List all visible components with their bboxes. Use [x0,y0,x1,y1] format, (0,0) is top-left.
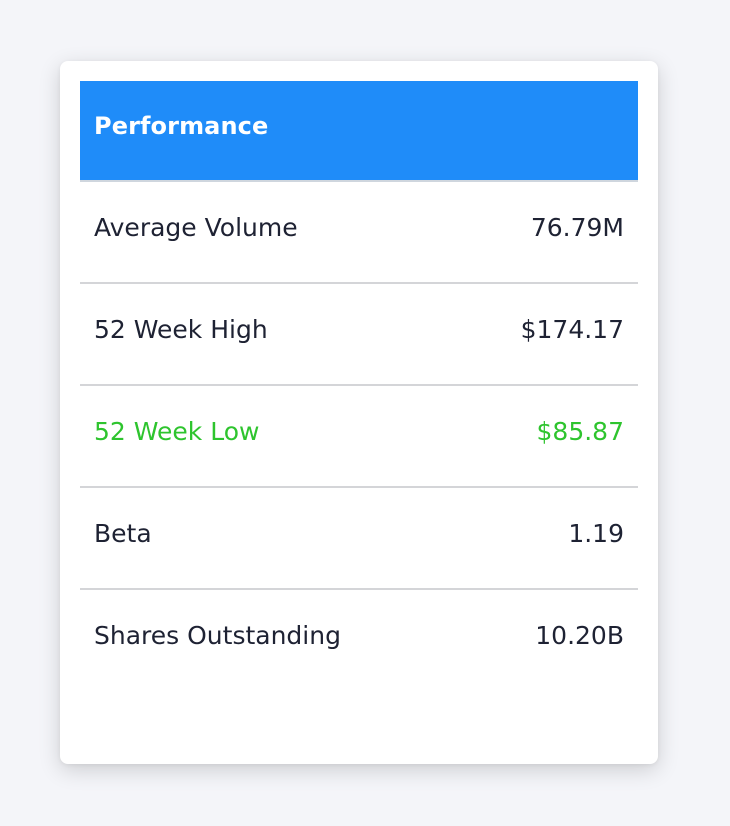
stat-row-52-week-high: 52 Week High $174.17 [80,284,638,386]
stat-label: Shares Outstanding [94,621,341,650]
card-title: Performance [94,112,269,140]
stat-value: $85.87 [536,417,624,446]
stat-label: Average Volume [94,213,298,242]
stat-label: 52 Week High [94,315,268,344]
card-header: Performance [80,81,638,182]
stat-row-average-volume: Average Volume 76.79M [80,182,638,284]
stat-row-shares-outstanding: Shares Outstanding 10.20B [80,590,638,692]
stat-label: Beta [94,519,152,548]
stat-row-beta: Beta 1.19 [80,488,638,590]
stat-value: $174.17 [520,315,624,344]
stat-value: 1.19 [568,519,624,548]
stat-value: 10.20B [535,621,624,650]
stat-value: 76.79M [530,213,624,242]
stats-list: Average Volume 76.79M 52 Week High $174.… [80,182,638,692]
stat-row-52-week-low: 52 Week Low $85.87 [80,386,638,488]
stat-label: 52 Week Low [94,417,260,446]
performance-card: Performance Average Volume 76.79M 52 Wee… [60,61,658,764]
